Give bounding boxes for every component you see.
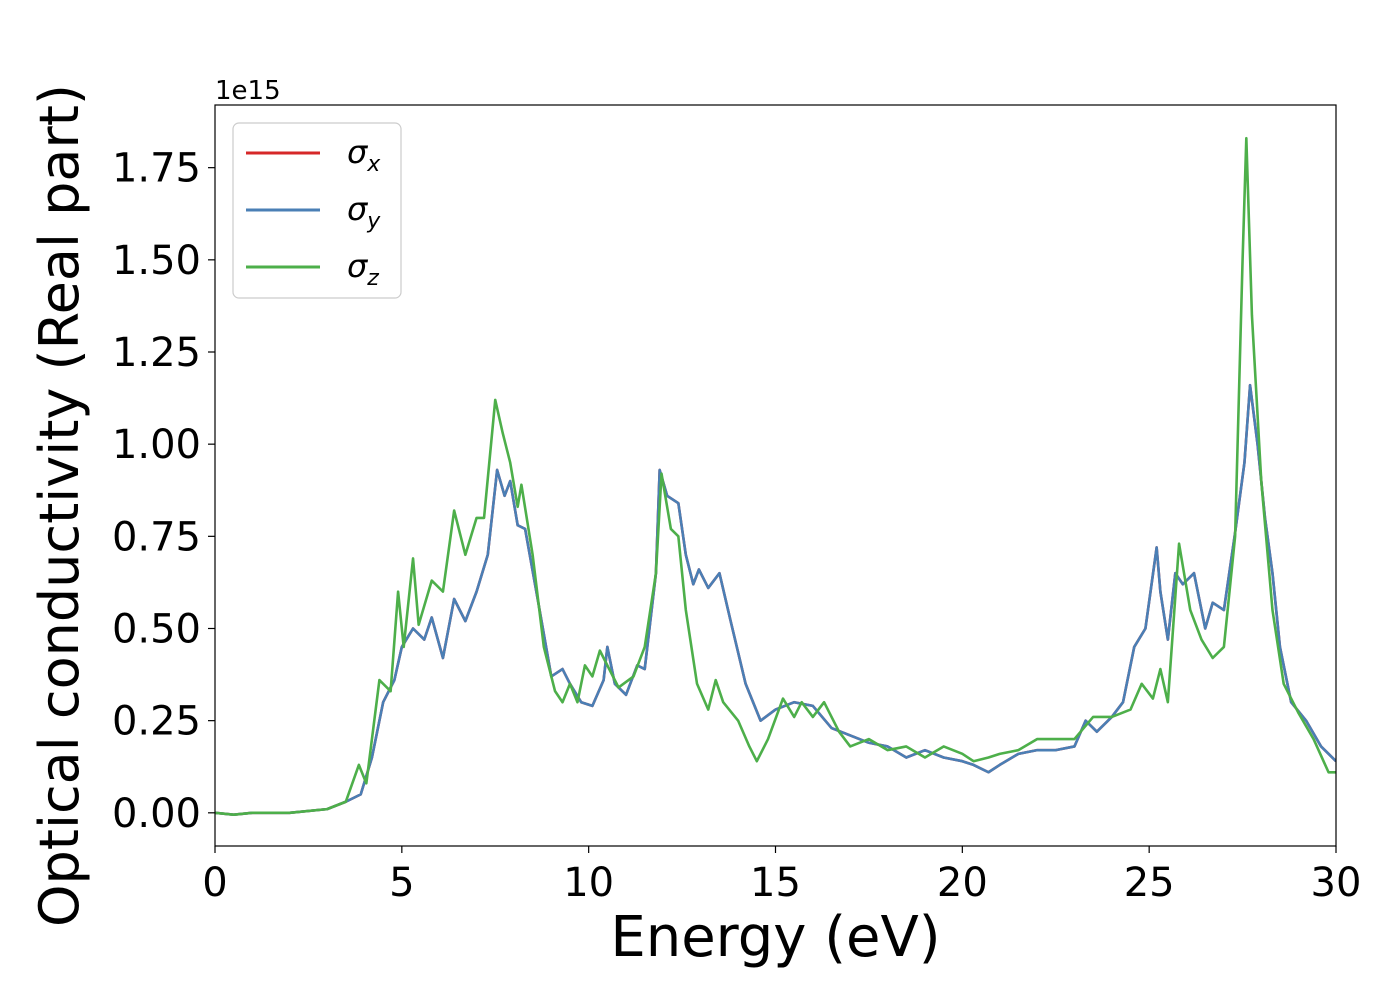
y-tick-label: 1.50 [112, 238, 201, 284]
y-axis-title: Optical conductivity (Real part) [28, 84, 91, 927]
x-tick-label: 25 [1124, 860, 1175, 906]
legend-label-y: σy [347, 190, 381, 234]
legend: σx σy σz [232, 122, 402, 299]
series-line-y [215, 383, 1336, 816]
y-tick-label: 0.50 [112, 606, 201, 652]
x-tick-label: 20 [937, 860, 988, 906]
y-tick-label: 1.75 [112, 146, 201, 192]
x-tick-label: 30 [1311, 860, 1362, 906]
series-layer [215, 136, 1336, 816]
y-tick-label: 0.00 [112, 791, 201, 837]
legend-label-z: σz [347, 247, 379, 291]
x-axis: 0 5 10 15 20 25 30 [202, 846, 1361, 906]
x-tick-label: 5 [389, 860, 414, 906]
x-tick-label: 0 [202, 860, 227, 906]
x-tick-label: 15 [750, 860, 801, 906]
legend-label-x: σx [347, 133, 381, 177]
x-tick-label: 10 [563, 860, 614, 906]
y-tick-label: 0.75 [112, 514, 201, 560]
series-line-z [215, 136, 1336, 816]
y-tick-label: 0.25 [112, 699, 201, 745]
y-tick-label: 1.25 [112, 330, 201, 376]
x-axis-title: Energy (eV) [610, 905, 940, 970]
y-tick-label: 1.00 [112, 422, 201, 468]
y-axis: 0.00 0.25 0.50 0.75 1.00 1.25 1.50 1.75 [112, 146, 215, 837]
y-offset-label: 1e15 [215, 76, 281, 106]
